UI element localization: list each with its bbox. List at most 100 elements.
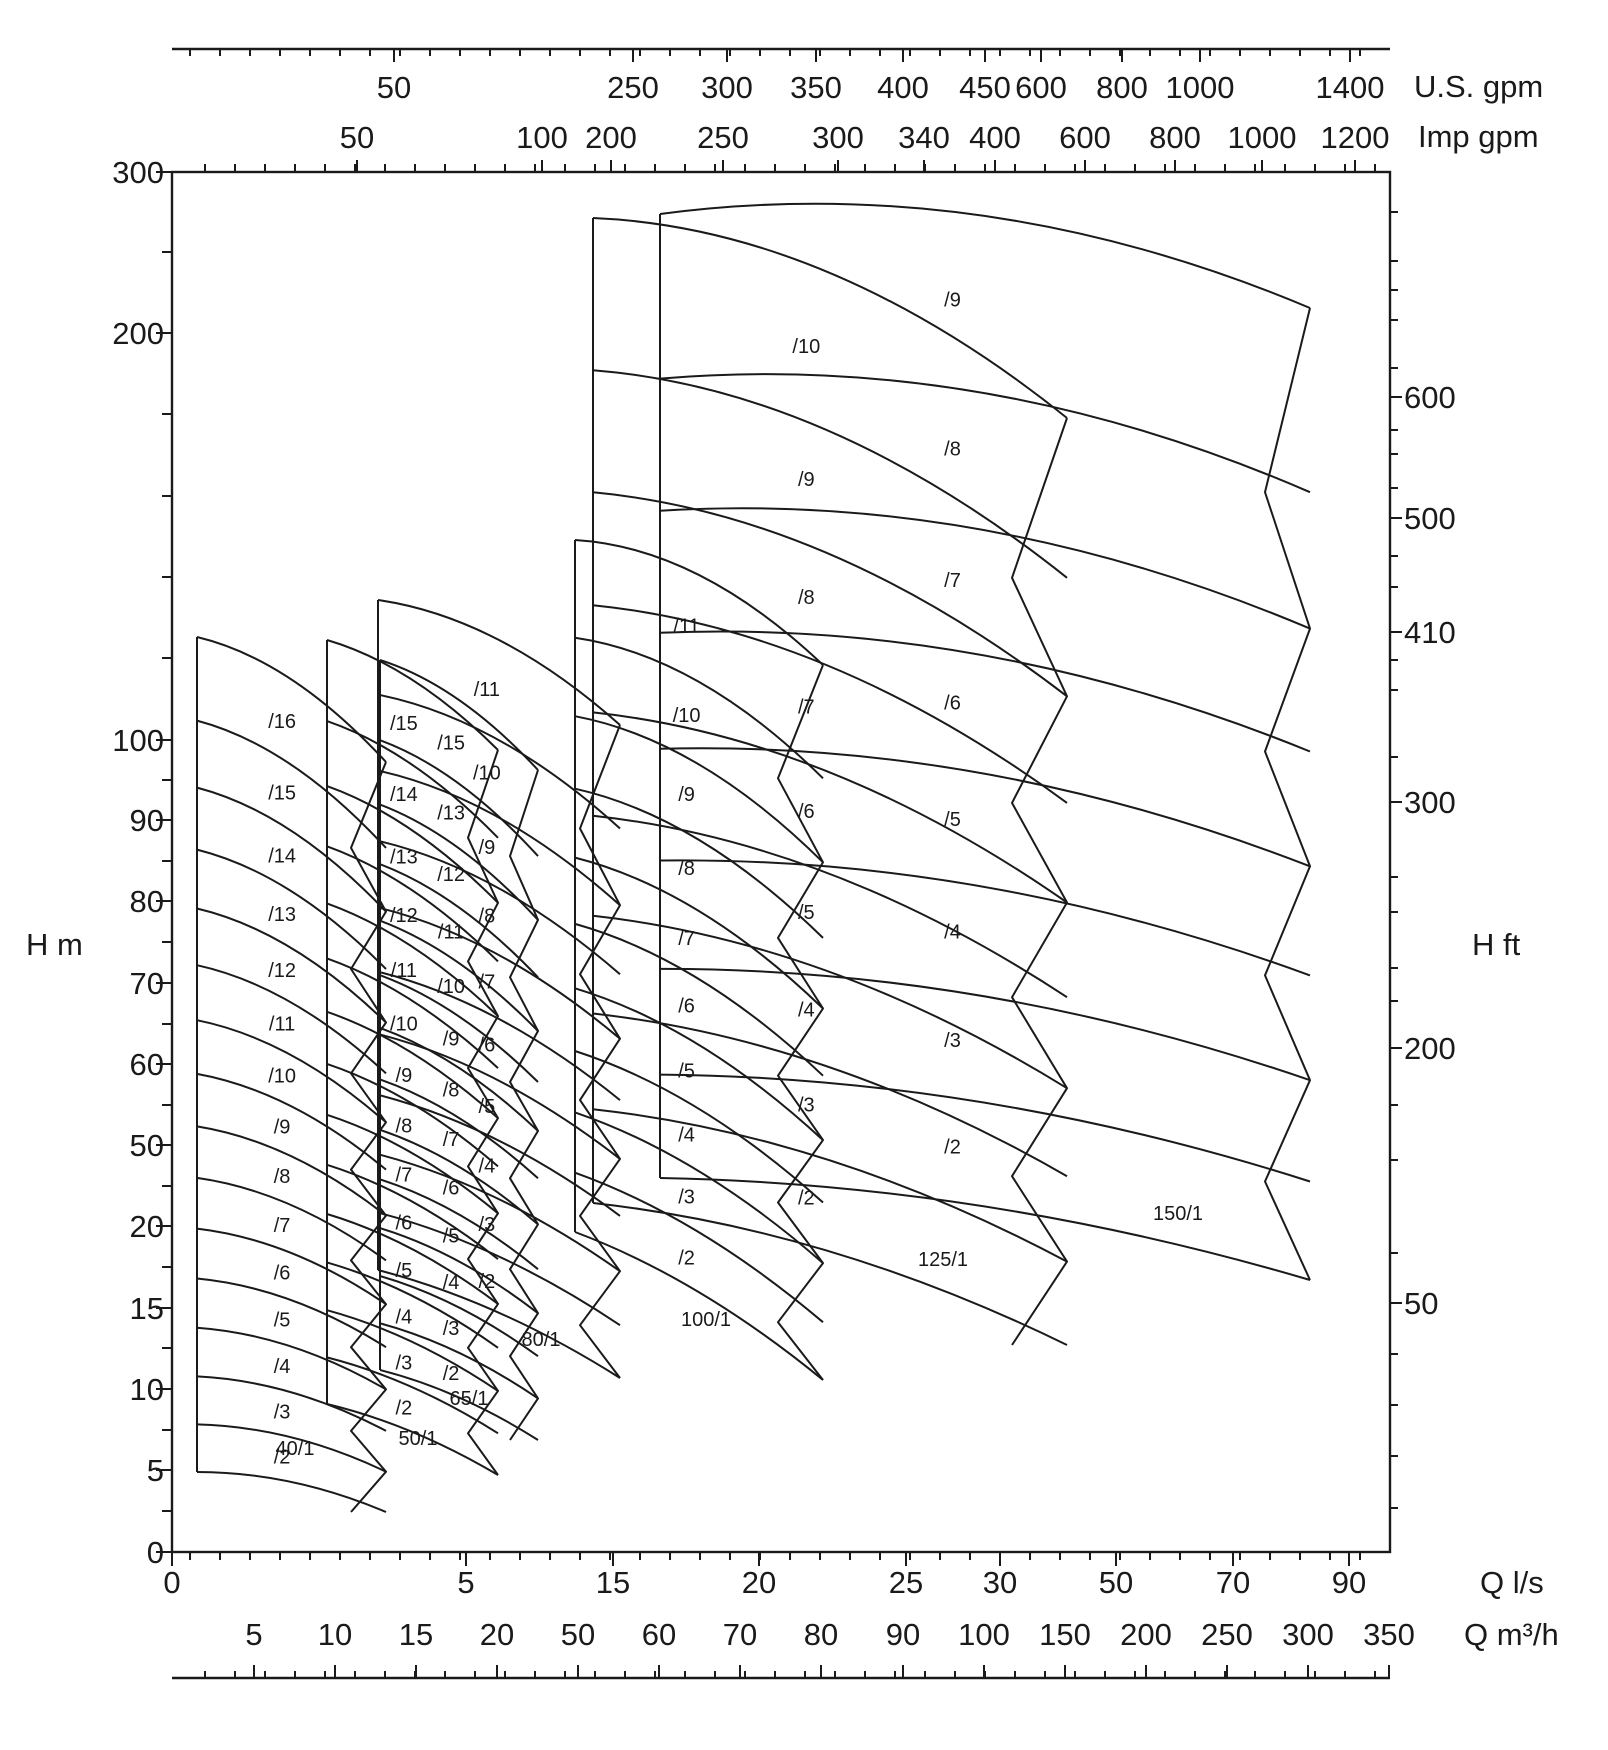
head-curve — [326, 957, 499, 1069]
impeller-label: /2 — [944, 1136, 961, 1158]
impeller-label: /9 — [396, 1065, 413, 1087]
head-curve — [574, 987, 824, 1141]
head-curve — [574, 787, 824, 939]
impeller-label: /6 — [396, 1213, 413, 1235]
head-curve — [574, 1231, 824, 1381]
family-right-edge — [777, 664, 824, 1381]
impeller-label: /3 — [443, 1318, 460, 1340]
left-tick-label: 300 — [112, 155, 164, 190]
head-curve — [326, 1163, 499, 1260]
bottom-m3h-tick-label: 50 — [561, 1617, 595, 1652]
impeller-label: /4 — [678, 1124, 695, 1146]
head-curve — [326, 902, 499, 1017]
bottom-lps-tick-label: 5 — [457, 1565, 474, 1600]
head-curve — [196, 1423, 387, 1473]
top-impgpm-tick-label: 50 — [340, 120, 374, 155]
impeller-label: /9 — [479, 837, 496, 859]
impeller-label: /15 — [390, 713, 418, 735]
impeller-label: /3 — [274, 1402, 291, 1424]
head-curve — [659, 1073, 1311, 1183]
impeller-label: /6 — [798, 801, 815, 823]
head-curve — [196, 1227, 387, 1306]
head-curve — [196, 1326, 387, 1391]
head-curve — [326, 639, 499, 751]
impeller-label: /15 — [437, 732, 465, 754]
top-impgpm-tick-label: 300 — [812, 120, 864, 155]
impeller-label: /2 — [274, 1447, 291, 1469]
impeller-label: /8 — [944, 438, 961, 460]
head-curve — [574, 1050, 824, 1204]
impeller-label: /10 — [437, 976, 465, 998]
impeller-label: /11 — [474, 679, 500, 701]
head-curve — [377, 769, 621, 906]
impeller-label: /5 — [944, 809, 961, 831]
impeller-label: /13 — [390, 847, 418, 869]
head-curve — [377, 970, 621, 1101]
head-curve — [326, 1403, 499, 1476]
right-tick-label: 500 — [1404, 501, 1456, 536]
bottom-lps-tick-label: 50 — [1099, 1565, 1133, 1600]
impeller-label: /10 — [473, 763, 501, 785]
top-axis-2-label: Imp gpm — [1418, 119, 1539, 154]
impeller-label: /6 — [678, 995, 695, 1017]
top-usgpm-tick-label: 50 — [377, 70, 411, 105]
impeller-label: /2 — [798, 1188, 815, 1210]
bottom-m3h-tick-label: 20 — [480, 1617, 514, 1652]
bottom-m3h-tick-label: 250 — [1201, 1617, 1253, 1652]
impeller-label: /9 — [798, 469, 815, 491]
head-curve — [196, 1125, 387, 1217]
left-tick-label: 50 — [130, 1128, 164, 1163]
impeller-label: /10 — [268, 1066, 296, 1088]
head-curve — [377, 1033, 621, 1160]
head-curve — [592, 1012, 1068, 1178]
head-curve — [326, 1010, 499, 1119]
impeller-label: /6 — [443, 1178, 460, 1200]
impeller-label: /16 — [268, 711, 296, 733]
right-tick-label: 600 — [1404, 380, 1456, 415]
head-curve — [196, 964, 387, 1075]
impeller-label: /14 — [268, 845, 296, 867]
left-tick-label: 20 — [130, 1209, 164, 1244]
pump-family-40-1: /16/15/14/13/12/11/10/9/8/7/6/5/4/3/240/… — [196, 636, 387, 1513]
impeller-label: /8 — [274, 1166, 291, 1188]
left-tick-label: 60 — [130, 1047, 164, 1082]
impeller-label: /10 — [792, 336, 820, 358]
impeller-label: /7 — [678, 928, 695, 950]
impeller-label: /3 — [396, 1352, 413, 1374]
left-tick-label: 100 — [112, 723, 164, 758]
top-impgpm-tick-label: 1200 — [1321, 120, 1390, 155]
right-axis-label: H ft — [1472, 927, 1521, 962]
family-name-label: 125/1 — [918, 1249, 968, 1271]
head-curve — [592, 604, 1068, 804]
impeller-label: /8 — [798, 587, 815, 609]
impeller-label: /5 — [479, 1096, 496, 1118]
top-usgpm-tick-label: 350 — [790, 70, 842, 105]
head-curve — [196, 719, 387, 849]
head-curve — [592, 914, 1068, 1090]
head-curve — [659, 202, 1311, 309]
impeller-label: /11 — [269, 1014, 295, 1036]
impeller-label: /3 — [479, 1214, 496, 1236]
bottom-m3h-tick-label: 200 — [1120, 1617, 1172, 1652]
head-curve — [659, 630, 1311, 753]
bottom-m3h-tick-label: 90 — [886, 1617, 920, 1652]
head-curve — [377, 1269, 621, 1379]
impeller-label: /4 — [479, 1156, 496, 1178]
head-curve — [659, 507, 1311, 630]
impeller-label: /3 — [678, 1187, 695, 1209]
head-curve — [574, 715, 824, 864]
head-curve — [592, 217, 1068, 419]
head-curve — [659, 859, 1311, 977]
pump-family-150-1: /9/8/7/6/5/4/3/2 150/1 — [659, 202, 1311, 1281]
bottom-m3h-tick-label: 10 — [318, 1617, 352, 1652]
impeller-label: /10 — [390, 1013, 418, 1035]
impeller-label: /5 — [274, 1310, 291, 1332]
bottom-lps-tick-label: 30 — [983, 1565, 1017, 1600]
bottom-lps-tick-label: 15 — [596, 1565, 630, 1600]
head-curve — [326, 1309, 499, 1392]
family-name-label: 80/1 — [522, 1329, 561, 1351]
head-curve — [196, 786, 387, 913]
head-curve — [592, 1202, 1068, 1346]
head-curve — [379, 1227, 539, 1314]
axis-tick-labels: 0510152050607080901002003005020030041050… — [112, 70, 1455, 1652]
